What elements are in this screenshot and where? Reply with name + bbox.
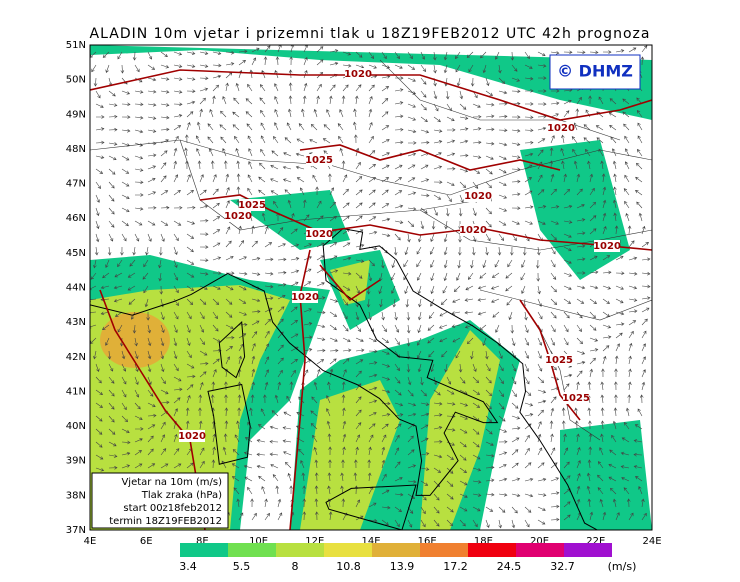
colorbar-swatch: [276, 543, 324, 557]
lon-label: 6E: [140, 536, 153, 547]
legend-lines: Vjetar na 10m (m/s) Tlak zraka (hPa) start…: [109, 477, 222, 527]
isobar-label-bg: [345, 68, 371, 80]
isobar-label-bg: [306, 228, 332, 240]
isobar-label: 1020: [224, 211, 252, 222]
colorbar-swatch: [516, 543, 564, 557]
isobar-label: 1020: [593, 241, 621, 252]
lon-label: 24E: [642, 536, 661, 547]
title: ALADIN 10m vjetar i prizemni tlak u 18Z1…: [90, 26, 651, 42]
isobar-label-bg: [460, 224, 486, 236]
lon-label: 10E: [249, 536, 268, 547]
legend-line: Tlak zraka (hPa): [141, 490, 222, 501]
colorbar-label: 32.7: [550, 560, 575, 573]
lon-label: 22E: [586, 536, 605, 547]
isobar-label: 1025: [305, 155, 333, 166]
colorbar-label: 24.5: [497, 560, 522, 573]
colorbar-swatch: [468, 543, 516, 557]
isobar-label: 1020: [464, 191, 492, 202]
lat-label: 42N: [66, 352, 86, 363]
colorbar-label: 8: [292, 560, 299, 573]
legend-line: Vjetar na 10m (m/s): [121, 477, 222, 488]
lon-label: 14E: [361, 536, 380, 547]
colorbar-swatch: [180, 543, 228, 557]
map-layer: [90, 45, 652, 530]
isobar-label-bg: [225, 210, 251, 222]
lat-label: 46N: [66, 213, 86, 224]
logo-box: [549, 54, 641, 90]
lat-label: 48N: [66, 144, 86, 155]
colorbar-swatch: [228, 543, 276, 557]
legend-box: [91, 472, 229, 529]
colorbar-label: 10.8: [336, 560, 361, 573]
lat-label: 44N: [66, 283, 86, 294]
isobar-label: 1020: [305, 229, 333, 240]
lat-label: 47N: [66, 179, 86, 190]
lat-label: 39N: [66, 456, 86, 467]
isobar-label: 1025: [238, 200, 266, 211]
axis-labels: 51N 50N 49N 48N 47N 46N 45N 44N 43N 42N 41N 40N 39N 3…: [66, 40, 662, 547]
lon-label: 20E: [530, 536, 549, 547]
isobar-label: 1020: [291, 292, 319, 303]
colorbar: 3.4 5.5 8 10.8 13.9 17.2 24.5 32.7 (m/s): [179, 543, 636, 573]
lat-label: 38N: [66, 490, 86, 501]
legend-line: start 00z18feb2012: [123, 503, 222, 514]
isobar-label: 1020: [178, 431, 206, 442]
map-frame: [89, 44, 653, 531]
isobar-label-bg: [292, 291, 318, 303]
isobar-label: 1025: [562, 393, 590, 404]
isobar-label: 1020: [547, 123, 575, 134]
isobar-label-bg: [306, 154, 332, 166]
arrow-field: [90, 45, 651, 529]
colorbar-unit: (m/s): [608, 560, 637, 573]
logo: © DHMZ: [557, 62, 633, 81]
lat-label: 43N: [66, 317, 86, 328]
lat-label: 49N: [66, 109, 86, 120]
isobar-label-bg: [563, 392, 589, 404]
colorbar-swatch: [564, 543, 612, 557]
isobar-label: 1020: [459, 225, 487, 236]
colorbar-label: 5.5: [233, 560, 251, 573]
colorbar-label: 3.4: [179, 560, 197, 573]
lon-label: 12E: [305, 536, 324, 547]
wind-arrows: [90, 45, 651, 529]
isobar-label-bg: [548, 122, 574, 134]
lat-label: 40N: [66, 421, 86, 432]
wind-speed-fill: [90, 45, 652, 530]
colorbar-swatch: [372, 543, 420, 557]
isobar-label: 1025: [545, 355, 573, 366]
isobar-label-bg: [465, 190, 491, 202]
isobar-label: 1020: [344, 69, 372, 80]
lat-label: 50N: [66, 75, 86, 86]
lat-label: 51N: [66, 40, 86, 51]
coastlines: [90, 228, 599, 530]
lon-label: 16E: [418, 536, 437, 547]
colorbar-label: 13.9: [390, 560, 415, 573]
lat-label: 37N: [66, 525, 86, 536]
isobar-label-bg: [179, 430, 205, 442]
lat-label: 41N: [66, 386, 86, 397]
lat-label: 45N: [66, 248, 86, 259]
lon-label: 18E: [474, 536, 493, 547]
colorbar-swatch: [420, 543, 468, 557]
legend-line: termin 18Z19FEB2012: [109, 516, 222, 527]
isobar-label-bg: [546, 354, 572, 366]
lon-label: 8E: [196, 536, 209, 547]
isobar-label-bg: [594, 240, 620, 252]
colorbar-swatch: [324, 543, 372, 557]
lon-label: 4E: [84, 536, 97, 547]
isobar-label-bg: [239, 199, 265, 211]
colorbar-label: 17.2: [443, 560, 468, 573]
